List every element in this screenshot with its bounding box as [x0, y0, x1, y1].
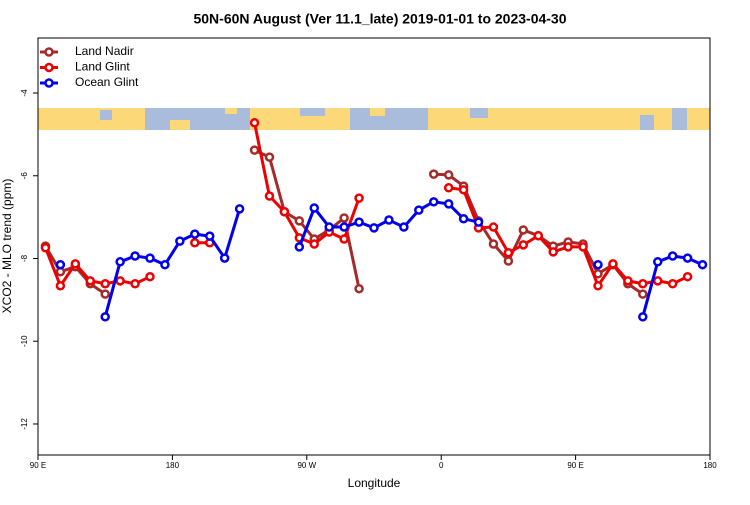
point [294, 216, 305, 226]
point [339, 222, 349, 232]
point [190, 238, 200, 248]
point [279, 207, 290, 217]
legend-label: Land Glint [75, 60, 130, 74]
y-tick-label: -12 [20, 418, 29, 430]
point [503, 247, 514, 258]
point [264, 152, 275, 162]
point [414, 205, 424, 215]
x-tick-label: 180 [703, 461, 717, 470]
point [354, 217, 364, 227]
point [578, 242, 588, 252]
point [548, 247, 558, 257]
point [443, 170, 454, 180]
point [518, 225, 529, 235]
point [130, 278, 140, 289]
y-axis-label: XCO2 - MLO trend (ppm) [0, 179, 14, 314]
point [115, 276, 125, 286]
point [458, 185, 469, 195]
point [593, 281, 603, 291]
point [339, 213, 349, 223]
legend-marker [44, 47, 54, 57]
point [204, 231, 215, 241]
point [428, 197, 439, 207]
plot-frame [37, 37, 711, 456]
point [623, 276, 633, 286]
point [473, 217, 484, 227]
point [354, 193, 364, 203]
x-tick-label: 90 E [30, 461, 46, 470]
y-tick-label: -4 [20, 89, 29, 97]
point [667, 251, 678, 261]
point [70, 259, 81, 269]
point [40, 242, 51, 253]
point [234, 204, 245, 214]
point [339, 234, 349, 244]
point [100, 312, 110, 322]
point [608, 259, 618, 269]
point [563, 242, 573, 252]
point [443, 199, 454, 209]
point [219, 253, 230, 263]
point [488, 222, 499, 232]
point [100, 289, 110, 299]
y-tick-label: -6 [20, 172, 29, 180]
point [638, 312, 648, 322]
point [354, 283, 364, 294]
point [638, 289, 648, 299]
point [428, 169, 439, 179]
point [294, 242, 305, 252]
point [652, 276, 663, 286]
point [100, 278, 110, 289]
chart-title: 50N-60N August (Ver 11.1_late) 2019-01-0… [193, 11, 566, 27]
point [145, 253, 155, 263]
point [593, 259, 603, 270]
map-band [38, 108, 710, 130]
point [458, 214, 469, 224]
point [697, 259, 708, 270]
point [264, 191, 275, 201]
point [85, 276, 96, 286]
point [503, 256, 514, 266]
y-tick-label: -8 [20, 254, 29, 262]
x-tick-label: 90 W [297, 461, 316, 470]
x-tick-label: 0 [439, 461, 444, 470]
point [369, 223, 379, 233]
point [190, 229, 200, 239]
point [115, 257, 125, 267]
legend-marker [44, 62, 54, 73]
point [533, 230, 544, 241]
point [682, 271, 693, 282]
point [130, 251, 140, 261]
point [309, 203, 320, 213]
series-line [44, 122, 689, 290]
point [443, 183, 454, 193]
point [249, 118, 260, 128]
point [145, 271, 155, 282]
point [384, 215, 394, 225]
point [682, 253, 693, 263]
point [518, 240, 529, 250]
legend-marker [44, 78, 54, 88]
point [488, 239, 499, 249]
point [160, 259, 170, 270]
legend-label: Ocean Glint [75, 75, 139, 89]
x-tick-label: 180 [166, 461, 180, 470]
point [638, 278, 648, 289]
y-tick-label: -10 [20, 335, 29, 347]
x-tick-label: 90 E [567, 461, 583, 470]
legend-label: Land Nadir [75, 44, 134, 58]
point [652, 257, 663, 267]
point [55, 259, 66, 270]
point [249, 145, 260, 155]
point [667, 278, 678, 289]
x-axis-label: Longitude [348, 476, 401, 490]
point [55, 281, 66, 291]
point [324, 222, 334, 232]
point [399, 222, 409, 232]
point [175, 236, 185, 246]
point [309, 239, 320, 249]
